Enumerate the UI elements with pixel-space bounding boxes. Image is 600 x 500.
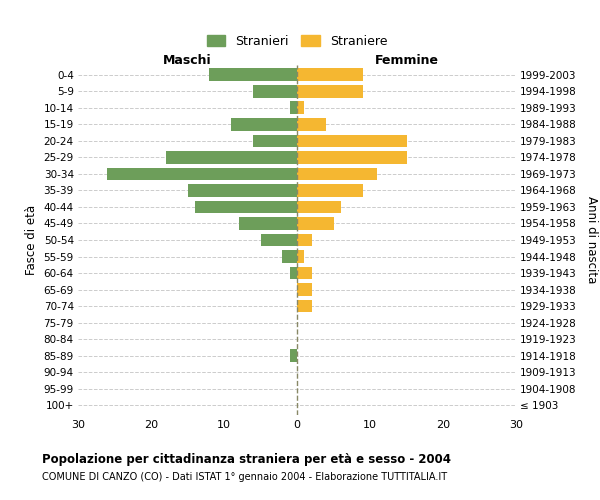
Bar: [297, 217, 334, 230]
Text: Popolazione per cittadinanza straniera per età e sesso - 2004: Popolazione per cittadinanza straniera p…: [42, 452, 451, 466]
Bar: [297, 250, 304, 263]
Bar: [297, 102, 304, 114]
Bar: [187, 184, 297, 197]
Bar: [107, 168, 297, 180]
Y-axis label: Anni di nascita: Anni di nascita: [585, 196, 598, 284]
Bar: [209, 68, 297, 82]
Bar: [297, 168, 377, 180]
Bar: [290, 102, 297, 114]
Bar: [297, 283, 311, 296]
Bar: [166, 151, 297, 164]
Bar: [290, 266, 297, 280]
Bar: [297, 68, 362, 82]
Y-axis label: Fasce di età: Fasce di età: [25, 205, 38, 275]
Bar: [297, 300, 311, 312]
Legend: Stranieri, Straniere: Stranieri, Straniere: [202, 30, 392, 53]
Bar: [239, 217, 297, 230]
Bar: [253, 85, 297, 98]
Text: Maschi: Maschi: [163, 54, 212, 66]
Bar: [297, 200, 341, 213]
Bar: [297, 184, 362, 197]
Bar: [195, 200, 297, 213]
Bar: [297, 234, 311, 246]
Bar: [283, 250, 297, 263]
Bar: [290, 349, 297, 362]
Bar: [297, 118, 326, 131]
Bar: [297, 85, 362, 98]
Bar: [297, 151, 407, 164]
Bar: [253, 134, 297, 147]
Bar: [297, 134, 407, 147]
Text: Femmine: Femmine: [374, 54, 439, 66]
Text: COMUNE DI CANZO (CO) - Dati ISTAT 1° gennaio 2004 - Elaborazione TUTTITALIA.IT: COMUNE DI CANZO (CO) - Dati ISTAT 1° gen…: [42, 472, 447, 482]
Bar: [297, 266, 311, 280]
Bar: [260, 234, 297, 246]
Bar: [232, 118, 297, 131]
